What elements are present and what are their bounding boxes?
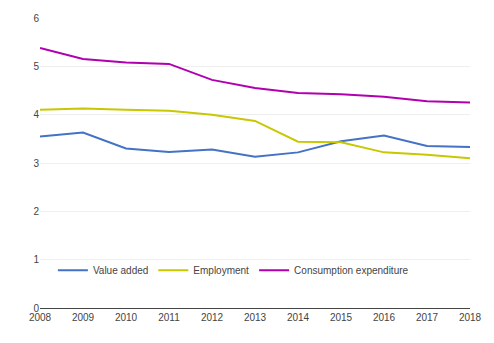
svg-text:2: 2: [33, 206, 39, 217]
svg-text:Value added: Value added: [93, 265, 148, 276]
svg-text:2008: 2008: [29, 312, 52, 323]
svg-text:1: 1: [33, 254, 39, 265]
svg-text:2014: 2014: [287, 312, 310, 323]
svg-text:6: 6: [33, 13, 39, 24]
svg-text:2013: 2013: [244, 312, 267, 323]
svg-text:2015: 2015: [330, 312, 353, 323]
svg-text:2018: 2018: [459, 312, 482, 323]
svg-text:2009: 2009: [72, 312, 95, 323]
svg-text:2017: 2017: [416, 312, 439, 323]
svg-text:Employment: Employment: [193, 265, 249, 276]
svg-text:2016: 2016: [373, 312, 396, 323]
svg-text:4: 4: [33, 109, 39, 120]
svg-text:2010: 2010: [115, 312, 138, 323]
svg-text:2012: 2012: [201, 312, 224, 323]
svg-text:2011: 2011: [158, 312, 180, 323]
svg-text:5: 5: [33, 61, 39, 72]
svg-text:Consumption expenditure: Consumption expenditure: [294, 265, 408, 276]
svg-text:0: 0: [33, 303, 39, 314]
svg-text:3: 3: [33, 158, 39, 169]
